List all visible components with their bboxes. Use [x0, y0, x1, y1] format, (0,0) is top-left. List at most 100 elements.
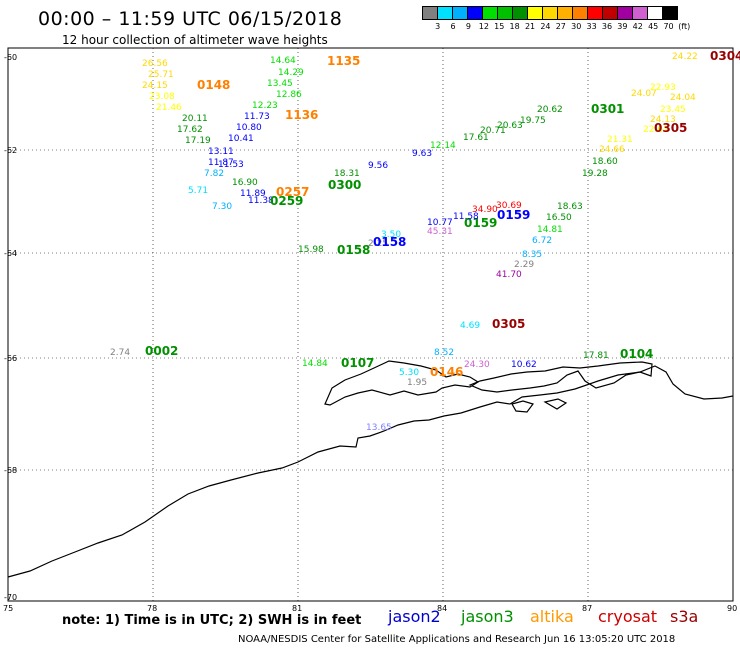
credit-line: NOAA/NESDIS Center for Satellite Applica… [238, 634, 676, 645]
satellite-jason2: jason2 [388, 607, 441, 626]
wave-height-label: 13.45 [267, 79, 293, 89]
legend-label: 39 [617, 22, 628, 31]
wave-height-label: 17.19 [185, 136, 211, 146]
pass-time-label: 0257 [276, 185, 309, 199]
wave-height-label: 15.98 [298, 245, 324, 255]
wave-height-label: 20.71 [480, 126, 506, 136]
wave-height-label: 45.31 [427, 227, 453, 237]
wave-height-label: 24.07 [631, 89, 657, 99]
legend-label: 18 [509, 22, 520, 31]
wave-height-label: 24.04 [670, 93, 696, 103]
wave-height-label: 9.56 [368, 161, 388, 171]
wave-height-label: 1.95 [407, 378, 427, 388]
wave-height-label: 24.15 [142, 81, 168, 91]
satellite-jason3: jason3 [461, 607, 514, 626]
xaxis-label-75: 75 [3, 604, 13, 613]
legend-label: 21 [524, 22, 536, 31]
wave-height-label: 41.70 [496, 270, 522, 280]
pass-time-label: 0158 [337, 243, 370, 257]
graticule [8, 48, 733, 601]
wave-height-label: 10.77 [427, 218, 453, 228]
wave-height-label: 11.38 [248, 196, 274, 206]
wave-height-label: 23.08 [149, 92, 175, 102]
wave-height-label: 8.52 [434, 348, 454, 358]
legend-label: 12 [478, 22, 489, 31]
wave-height-label: 9.63 [412, 149, 432, 159]
wave-height-label: 10.62 [511, 360, 537, 370]
wave-height-label: 24.30 [464, 360, 490, 370]
wave-height-label: 16.50 [546, 213, 572, 223]
wave-height-label: 4.69 [460, 321, 480, 331]
legend-label: 15 [494, 22, 505, 31]
wave-height-label: 20.11 [182, 114, 208, 124]
wave-height-label: 14.64 [270, 56, 296, 66]
wave-height-label: 24.66 [599, 145, 625, 155]
wave-height-label: 12.23 [252, 101, 278, 111]
yaxis-label-64: -64 [4, 249, 17, 258]
wave-height-label: 23.45 [660, 105, 686, 115]
legend-label: 30 [571, 22, 582, 31]
wave-height-label: 5.30 [399, 368, 419, 378]
wave-height-label: 14.84 [302, 359, 328, 369]
wave-height-label: 11.73 [244, 112, 270, 122]
yaxis-label-62: -62 [4, 146, 17, 155]
wave-height-label: 11.89 [240, 189, 266, 199]
pass-time-label: 0305 [654, 121, 687, 135]
wave-height-label: 18.60 [592, 157, 618, 167]
pass-time-label: 0159 [497, 208, 530, 222]
yaxis-label-60: -60 [4, 53, 17, 62]
wave-height-label: 25.71 [148, 70, 174, 80]
xaxis-label-84: 84 [437, 604, 447, 613]
yaxis-label-70: -70 [4, 593, 17, 602]
pass-time-label: 0259 [270, 194, 303, 208]
pass-time-label: 1136 [285, 108, 318, 122]
wave-height-label: 21.46 [156, 103, 182, 113]
page-title: 00:00 – 11:59 UTC 06/15/2018 [38, 8, 343, 30]
legend-label: 9 [465, 22, 472, 31]
wave-height-label: 21.31 [607, 135, 633, 145]
pass-time-label: 0159 [464, 216, 497, 230]
wave-height-label: 24.13 [650, 115, 676, 125]
wave-height-label: 10.41 [228, 134, 254, 144]
legend-label: 70 [663, 22, 674, 31]
observation-labels: 26.5625.7124.1523.0821.4620.1117.6217.19… [110, 49, 740, 433]
legend-unit: (ft) [678, 22, 691, 31]
legend-label: 36 [601, 22, 613, 31]
pass-time-label: 0146 [430, 365, 463, 379]
legend-swatch [662, 6, 678, 20]
pass-time-label: 0304 [710, 49, 740, 63]
wave-height-label: 12.86 [276, 90, 302, 100]
satellite-s3a: s3a [670, 607, 699, 626]
wave-height-label: 24.22 [672, 52, 698, 62]
wave-height-label: 17.62 [177, 125, 203, 135]
pass-time-label: 0300 [328, 178, 361, 192]
legend-label: 45 [648, 22, 659, 31]
wave-height-label: 5.71 [188, 186, 208, 196]
wave-height-label: 13.11 [208, 147, 234, 157]
wave-height-label: 11.87 [208, 158, 234, 168]
xaxis-label-87: 87 [582, 604, 592, 613]
wave-height-label: 20.63 [497, 121, 523, 131]
legend-label: 6 [450, 22, 456, 31]
wave-height-label: 22.61 [643, 125, 669, 135]
wave-height-label: 18.63 [557, 202, 583, 212]
wave-height-label: 2.29 [514, 260, 534, 270]
pass-time-label: 1135 [327, 54, 360, 68]
wave-height-label: 30.69 [496, 201, 522, 211]
legend-label: 33 [586, 22, 597, 31]
wave-height-label: 17.81 [583, 351, 609, 361]
page-subtitle: 12 hour collection of altimeter wave hei… [62, 33, 328, 47]
coastline [7, 360, 734, 578]
xaxis-label-81: 81 [292, 604, 302, 613]
wave-height-label: 14.81 [537, 225, 563, 235]
pass-time-label: 0002 [145, 344, 178, 358]
legend-label: 27 [555, 22, 566, 31]
yaxis-label-66: -66 [4, 354, 17, 363]
pass-time-label: 0104 [620, 347, 653, 361]
legend-label: 42 [632, 22, 643, 31]
yaxis-label-68: -68 [4, 466, 17, 475]
wave-height-label: 18.31 [334, 169, 360, 179]
pass-time-label: 0158 [373, 235, 406, 249]
pass-time-label: 0301 [591, 102, 624, 116]
